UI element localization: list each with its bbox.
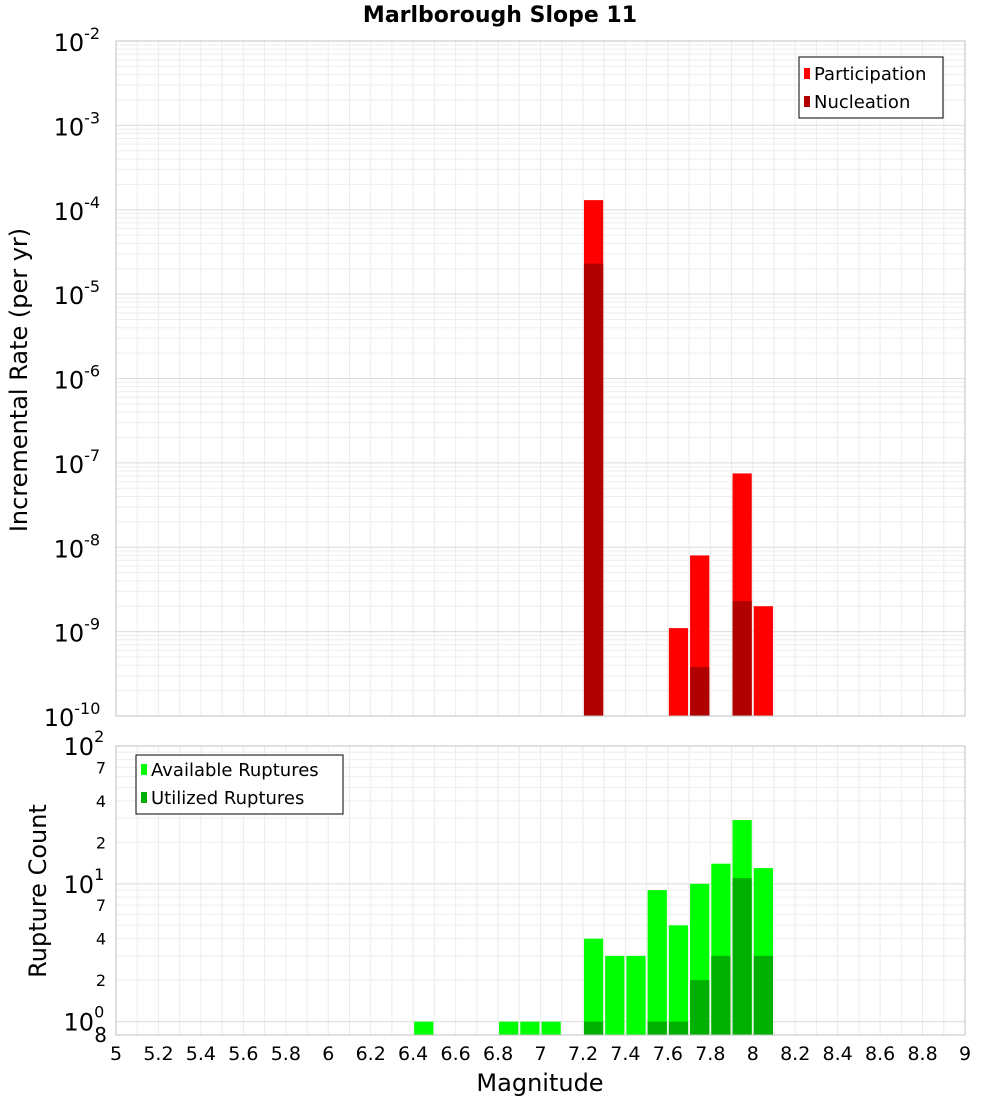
top-ytick-exp: -10 [74,699,100,718]
utilized-ruptures-bar [668,1021,689,1035]
bottom-ytick-base: 10 [64,871,95,899]
available-ruptures-bar [520,1021,540,1035]
x-tick-label: 7.8 [695,1043,725,1065]
x-tick-label: 5 [110,1043,122,1065]
x-tick-label: 7.6 [653,1043,683,1065]
utilized-ruptures-bar [647,1021,667,1035]
available-ruptures-bar [668,925,689,1035]
top-ytick-base: 10 [54,113,85,141]
nucleation-bar [732,601,752,716]
utilized-ruptures-bar [690,980,710,1035]
x-tick-label: 5.2 [143,1043,173,1065]
bottom-y-axis-label: Rupture Count [24,804,52,978]
top-ytick-base: 10 [54,535,85,563]
top-plot-border [115,40,966,717]
top-ytick-exp: -9 [84,615,100,634]
x-tick-label: 7.4 [610,1043,640,1065]
x-axis-label: Magnitude [476,1069,603,1097]
bottom-ytick-minor-low: 8 [94,1023,107,1047]
x-tick-label: 6.8 [483,1043,513,1065]
top-ytick-exp: -5 [84,277,100,296]
legend-label-nucleation: Nucleation [814,92,910,113]
bottom-ytick-minor: 4 [96,930,106,949]
top-y-axis-label: Incremental Rate (per yr) [5,228,33,532]
legend-label-available: Available Ruptures [151,760,319,781]
top-ytick-base: 10 [54,620,85,648]
bottom-ytick-exp: 2 [94,727,104,746]
available-ruptures-bar [626,955,646,1035]
x-tick-label: 6 [322,1043,334,1065]
top-ytick-base: 10 [54,29,85,57]
x-tick-label: 8 [747,1043,759,1065]
x-tick-label: 7 [534,1043,546,1065]
top-ytick-exp: -6 [84,362,100,381]
utilized-ruptures-bar [711,955,731,1035]
utilized-ruptures-bar [732,878,752,1035]
available-ruptures-bar [583,938,604,1035]
top-ytick-base: 10 [44,704,75,732]
bottom-ytick-base: 10 [64,1009,95,1037]
nucleation-bar [583,263,604,716]
legend-label-utilized: Utilized Ruptures [151,788,304,809]
top-legend [798,56,944,119]
x-tick-label: 6.6 [440,1043,470,1065]
available-ruptures-bar [499,1021,519,1035]
utilized-ruptures-bar [753,955,773,1035]
bottom-ytick-base: 10 [64,733,95,761]
x-tick-label: 5.8 [271,1043,301,1065]
top-ytick-base: 10 [54,367,85,395]
nucleation-bar [690,667,710,716]
bottom-ytick-minor: 2 [96,971,106,990]
legend-swatch-participation [804,68,810,79]
top-ytick-exp: -2 [84,24,100,43]
chart-title: Marlborough Slope 11 [363,3,637,28]
bottom-plot-border [115,745,966,1036]
x-tick-label: 5.6 [228,1043,258,1065]
legend-swatch-nucleation [804,96,810,107]
bottom-ytick-minor: 7 [96,896,106,915]
utilized-ruptures-bar [583,1021,604,1035]
participation-bar [753,606,773,716]
x-tick-label: 5.4 [186,1043,216,1065]
top-ytick-exp: -3 [84,108,100,127]
top-ytick-exp: -7 [84,446,100,465]
top-ytick-base: 10 [54,451,85,479]
x-tick-label: 8.6 [865,1043,895,1065]
top-ytick-base: 10 [54,282,85,310]
bottom-ytick-exp: 1 [94,865,104,884]
x-tick-label: 8.8 [907,1043,937,1065]
x-tick-label: 9 [959,1043,971,1065]
bottom-ytick-minor: 4 [96,792,106,811]
available-ruptures-bar [647,890,667,1035]
bottom-legend [135,754,344,815]
available-ruptures-bar [414,1021,434,1035]
top-ytick-exp: -8 [84,530,100,549]
available-ruptures-bar [541,1021,561,1035]
x-tick-label: 8.4 [823,1043,853,1065]
legend-label-participation: Participation [814,64,926,85]
available-ruptures-bar [605,955,625,1035]
x-tick-label: 8.2 [780,1043,810,1065]
top-gridlines [115,41,966,717]
top-ytick-exp: -4 [84,193,100,212]
bottom-ytick-minor: 2 [96,833,106,852]
x-tick-label: 6.2 [356,1043,386,1065]
x-tick-label: 6.4 [398,1043,428,1065]
x-tick-label: 7.2 [568,1043,598,1065]
bottom-ytick-minor: 7 [96,758,106,777]
participation-bar [668,628,689,716]
legend-swatch-available [141,764,147,775]
top-ytick-base: 10 [54,198,85,226]
bottom-ytick-exp: 0 [94,1003,104,1022]
legend-swatch-utilized [141,792,147,803]
